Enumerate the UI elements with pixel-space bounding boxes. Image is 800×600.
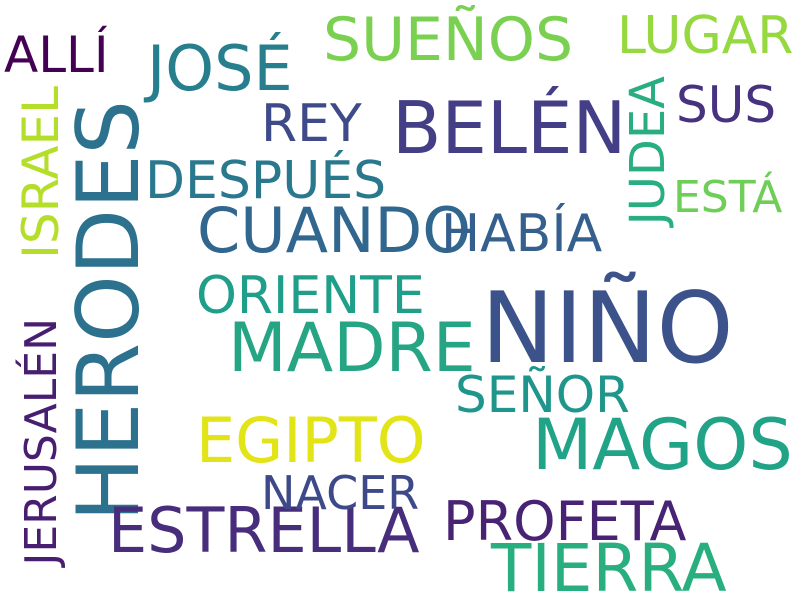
word-profeta: PROFETA	[443, 490, 687, 553]
word-despues: DESPUÉS	[145, 151, 387, 211]
word-rey: REY	[261, 94, 362, 154]
word-cuando: CUANDO	[197, 194, 472, 267]
word-israel: ISRAEL	[12, 86, 70, 259]
word-madre: MADRE	[228, 309, 476, 388]
word-suenos: SUEÑOS	[323, 5, 574, 75]
word-esta: ESTÁ	[673, 172, 783, 223]
word-jerusalen: JERUSALÉN	[16, 318, 67, 566]
word-oriente: ORIENTE	[196, 266, 425, 326]
word-egipto: EGIPTO	[196, 404, 426, 477]
word-judea: JUDEA	[620, 76, 676, 226]
word-herodes: HERODES	[59, 100, 159, 522]
word-habia: HABÍA	[441, 204, 603, 264]
word-sus: SUS	[676, 76, 777, 134]
word-jose: JOSÉ	[147, 32, 293, 105]
word-estrella: ESTRELLA	[108, 494, 420, 567]
word-nino: NIÑO	[481, 272, 734, 386]
word-alli: ALLÍ	[4, 26, 109, 84]
word-lugar: LUGAR	[617, 6, 794, 66]
word-magos: MAGOS	[532, 404, 793, 486]
word-nacer: NACER	[261, 466, 420, 520]
word-belen: BELÉN	[392, 86, 627, 170]
word-tierra: TIERRA	[491, 530, 727, 600]
word-senor: SEÑOR	[455, 366, 630, 424]
